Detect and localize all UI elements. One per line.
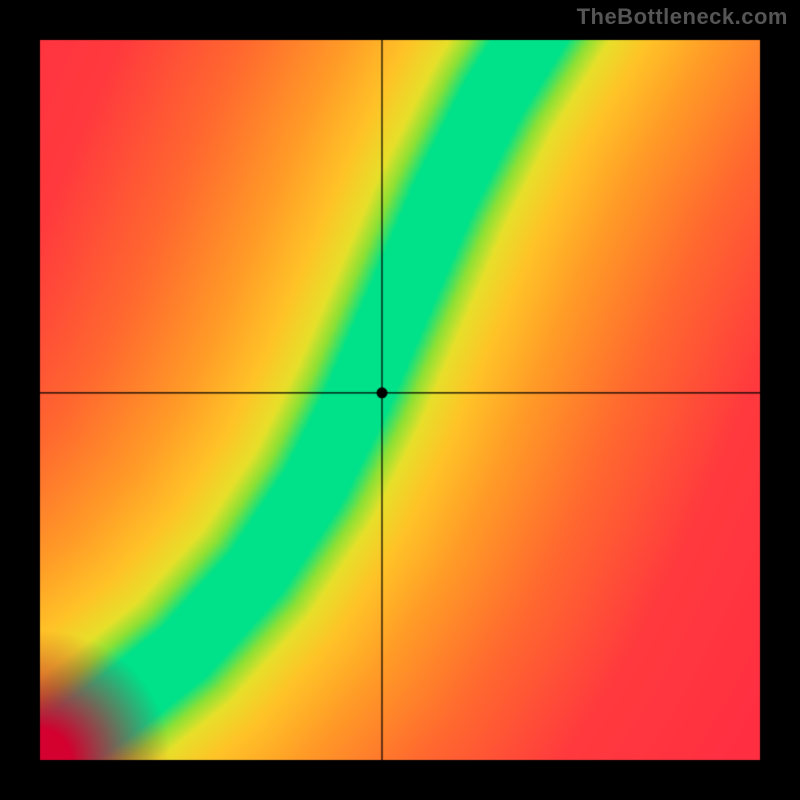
heatmap-canvas xyxy=(0,0,800,800)
watermark-text: TheBottleneck.com xyxy=(577,4,788,30)
chart-frame: TheBottleneck.com xyxy=(0,0,800,800)
